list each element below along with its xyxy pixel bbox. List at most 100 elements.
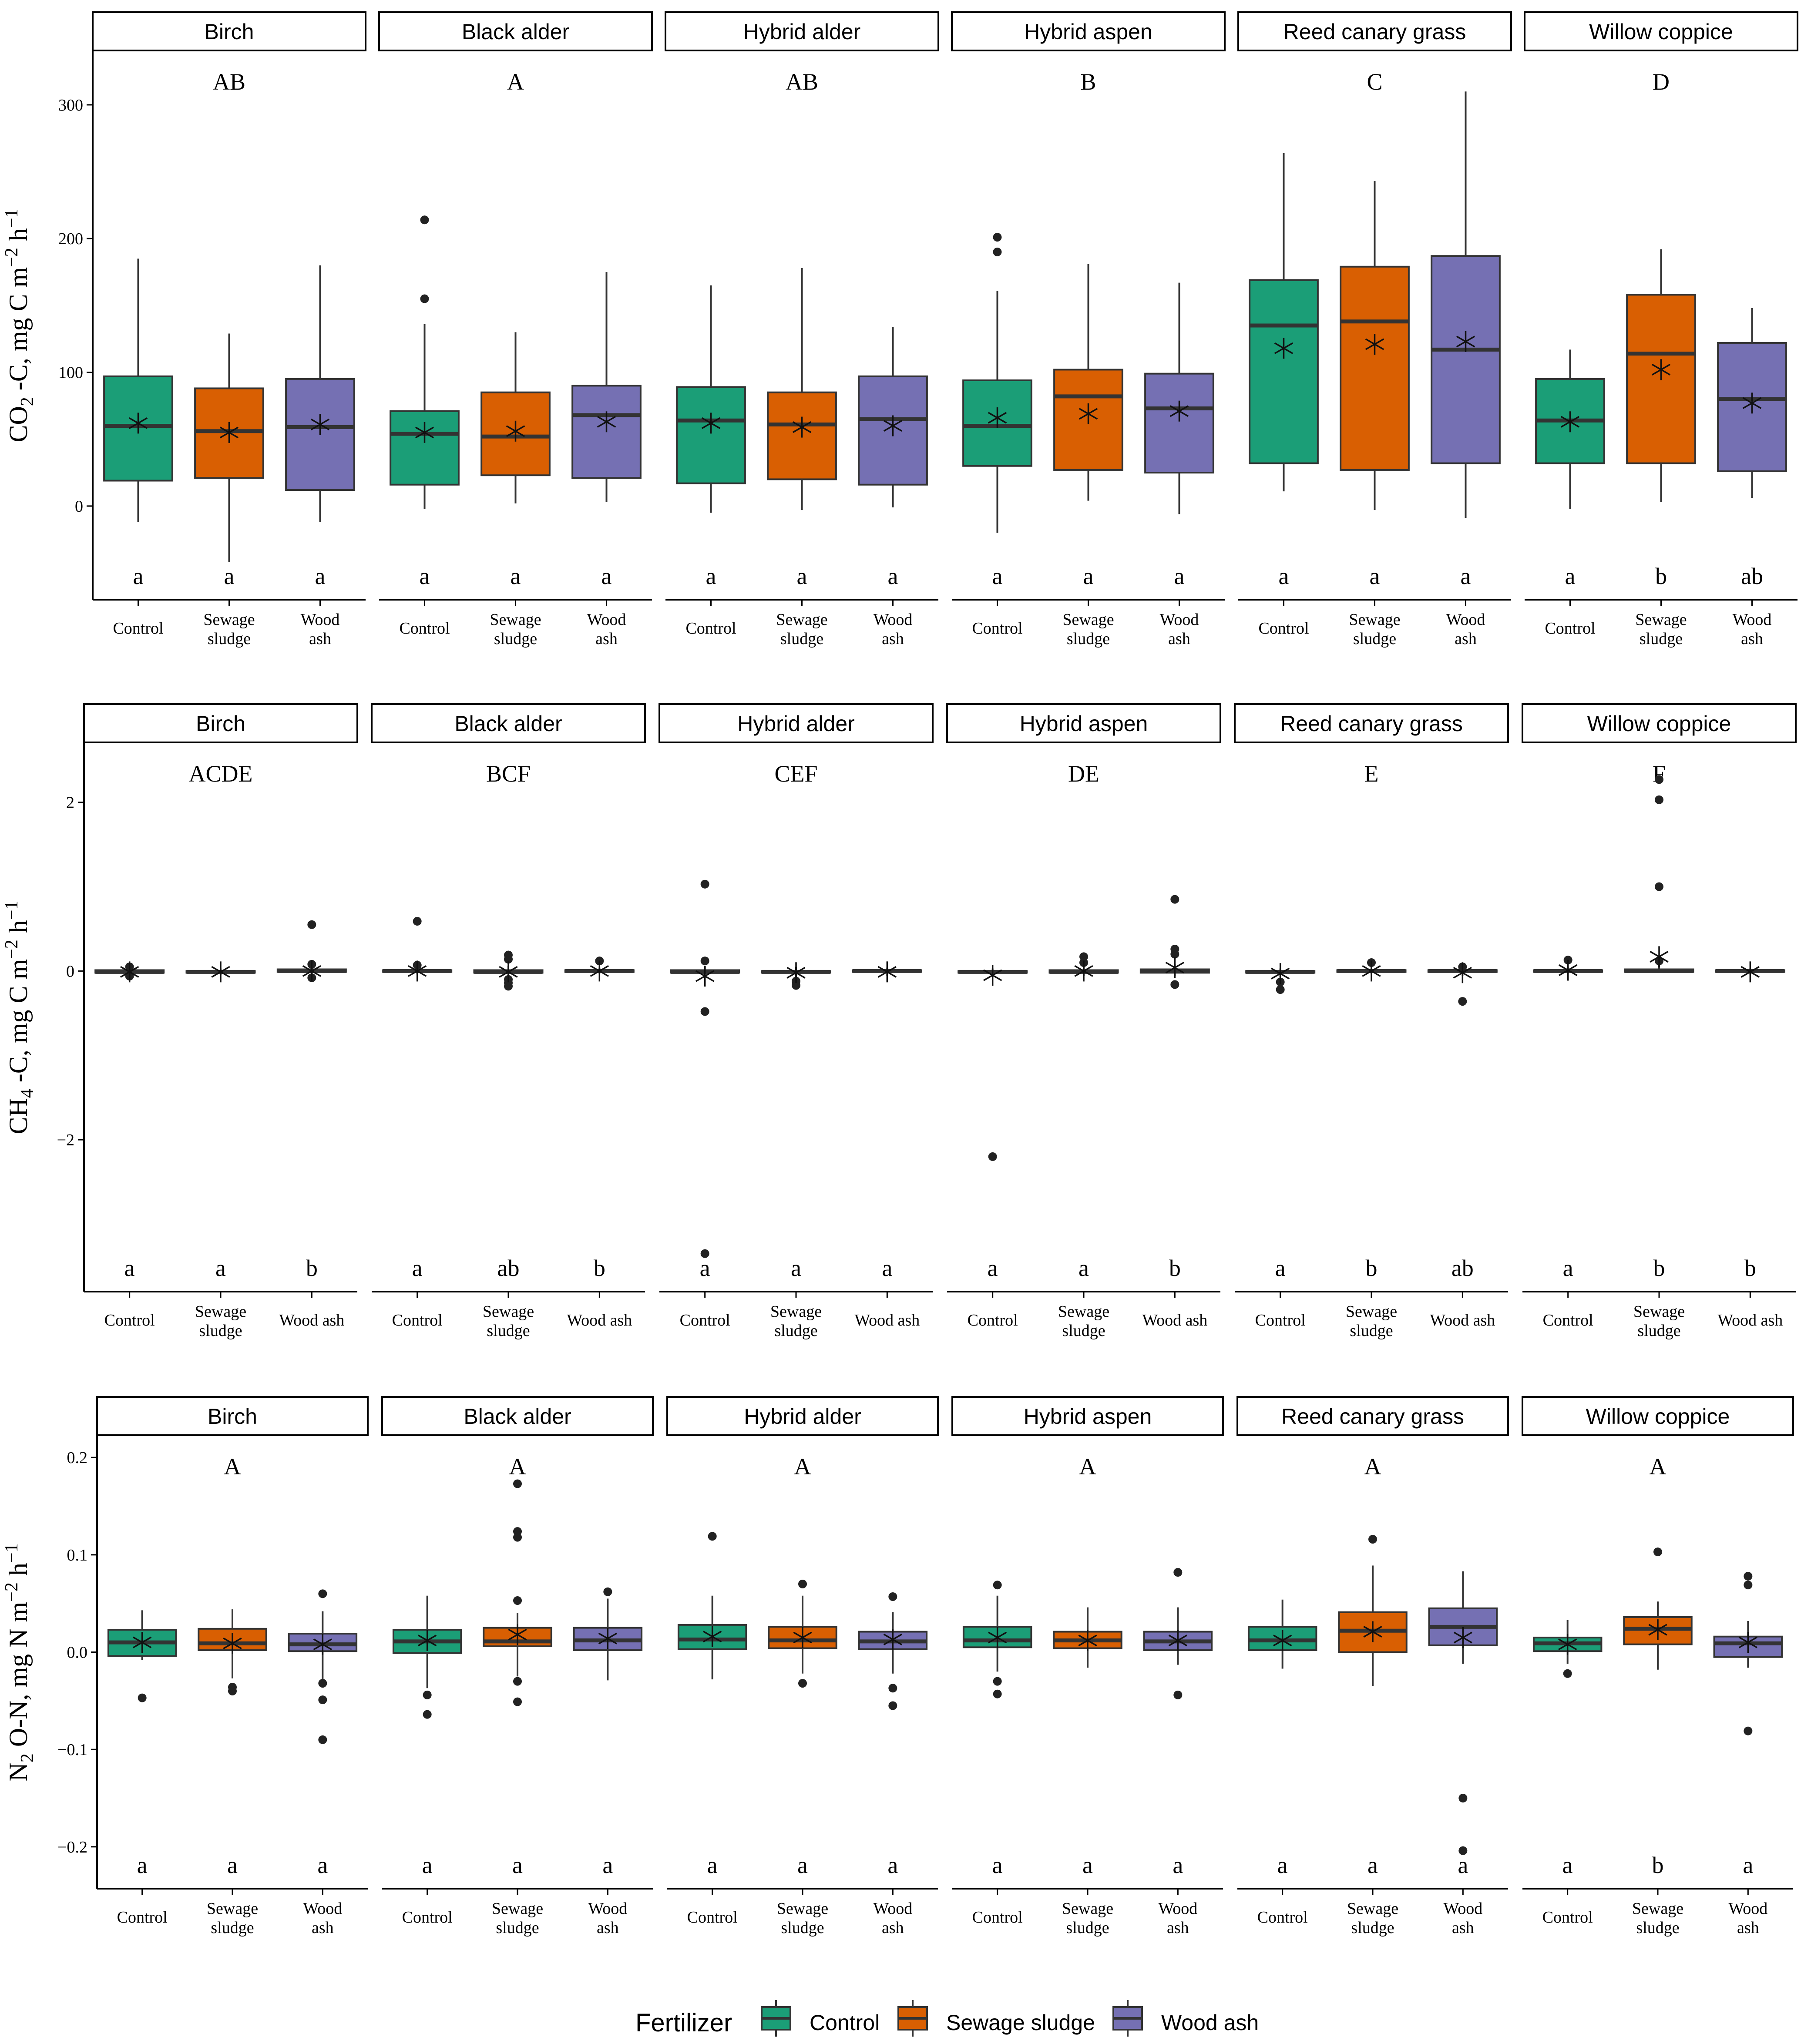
mean-marker: [793, 1627, 812, 1648]
box-control: a Control: [1532, 1620, 1603, 1927]
facet-strip-label: Hybrid alder: [737, 712, 855, 736]
outlier-point: [700, 879, 709, 889]
group-letter: B: [1080, 69, 1096, 95]
mean-marker-stroke: [1650, 950, 1669, 963]
box-control: a Control: [1249, 153, 1319, 638]
facet-strip-label: Hybrid aspen: [1020, 712, 1148, 736]
box-control: a Control: [94, 961, 165, 1329]
outlier-point: [993, 1689, 1002, 1698]
mean-marker-stroke: [219, 426, 239, 439]
x-tick-label: Sewage: [777, 1900, 828, 1918]
legend: Fertilizer Control Sewage sludge Wood as…: [635, 2000, 1259, 2037]
significance-letter: a: [791, 1255, 801, 1281]
legend-label-control: Control: [810, 2010, 880, 2035]
mean-marker: [1273, 1630, 1292, 1651]
mean-marker-stroke: [1169, 405, 1189, 417]
facet-strip: [951, 11, 1226, 51]
mean-marker-stroke: [1558, 1638, 1577, 1651]
outlier-point: [1744, 1726, 1753, 1735]
x-tick-label: sludge: [1066, 1919, 1109, 1937]
x-tick-label: sludge: [781, 1919, 824, 1937]
x-tick-label: Control: [1255, 1311, 1306, 1329]
x-tick-label: Control: [1542, 1908, 1593, 1927]
x-tick-label: Wood: [1160, 611, 1199, 629]
outlier-point: [888, 1684, 897, 1693]
facet-strip: [1236, 1396, 1509, 1436]
significance-letter: a: [1370, 563, 1380, 589]
group-letter: A: [507, 69, 524, 95]
mean-marker: [988, 407, 1007, 429]
mean-marker: [211, 961, 230, 983]
facet-strip: [83, 703, 358, 743]
x-tick-label: Sewage: [195, 1302, 246, 1321]
significance-letter: a: [602, 1852, 613, 1878]
box-wood-ash: ab Wood ash: [1427, 962, 1498, 1329]
mean-marker-stroke: [1168, 1635, 1187, 1647]
box-control: a Control: [1535, 349, 1605, 638]
x-tick-label: Wood ash: [279, 1311, 344, 1329]
facet-strip-label: Birch: [205, 20, 254, 44]
x-tick-label: Wood: [301, 611, 340, 629]
x-tick-label: sludge: [496, 1919, 539, 1937]
y-axis-title: N2 O-N, mg N m−2 h−1: [2, 1543, 37, 1781]
facet-strip: [96, 1396, 369, 1436]
significance-letter: a: [422, 1852, 433, 1878]
outlier-point: [1655, 795, 1663, 804]
significance-letter: a: [137, 1852, 148, 1878]
y-axis-title: CO2 -C, mg C m−2 h−1: [2, 208, 37, 442]
outlier-point: [700, 1249, 709, 1258]
outlier-point: [504, 982, 513, 991]
mean-marker: [1740, 961, 1760, 983]
mean-marker: [1560, 411, 1580, 433]
significance-letter: a: [1083, 563, 1094, 589]
x-tick-label: Sewage: [776, 611, 827, 629]
mean-marker-stroke: [302, 965, 321, 977]
mean-marker-stroke: [786, 967, 806, 979]
outlier-point: [513, 1697, 522, 1706]
mean-marker: [1559, 960, 1578, 981]
mean-marker: [1271, 963, 1290, 984]
x-tick-label: sludge: [1350, 1322, 1393, 1340]
mean-marker: [1274, 338, 1294, 359]
mean-marker: [1074, 960, 1093, 982]
x-tick-label: Sewage: [1347, 1900, 1398, 1918]
mean-marker-stroke: [792, 421, 812, 433]
mean-marker: [877, 961, 897, 983]
significance-letter: a: [706, 563, 716, 589]
mean-marker: [883, 415, 903, 436]
mean-marker: [499, 961, 518, 983]
significance-letter: a: [601, 563, 612, 589]
mean-marker-stroke: [988, 412, 1007, 424]
legend-entry-sewage-sludge: Sewage sludge: [897, 2000, 1095, 2037]
facet-strip-label: Hybrid alder: [744, 1404, 861, 1429]
mean-marker: [418, 1630, 437, 1651]
group-letter: A: [1650, 1453, 1667, 1480]
significance-letter: a: [511, 563, 521, 589]
x-tick-label: Control: [1257, 1908, 1308, 1927]
mean-marker-stroke: [128, 417, 148, 429]
mean-marker-stroke: [701, 417, 721, 429]
panel-reed-canary-grass: Reed canary grassAaControlaSewagesludgea…: [1236, 1396, 1509, 1937]
outlier-point: [420, 294, 429, 303]
outlier-point: [1368, 1535, 1377, 1544]
mean-marker-stroke: [506, 425, 525, 437]
panel-reed-canary-grass: Reed canary grassCaControlaSewagesludgea…: [1237, 11, 1512, 648]
x-tick-label: Wood: [587, 611, 626, 629]
box-control: a Control: [1245, 963, 1316, 1329]
mean-marker-stroke: [883, 1633, 902, 1645]
y-axis-title-sub1: 4: [17, 1089, 37, 1098]
significance-letter: a: [1082, 1852, 1093, 1878]
group-letter: D: [1653, 69, 1670, 95]
outlier-point: [993, 1677, 1002, 1686]
panel-birch: Birch −0.2 −0.1 0.0 0.1 0.2 Aa Control a Sewagesl…: [57, 1396, 369, 1937]
outlier-point: [888, 1701, 897, 1710]
outlier-point: [318, 1589, 327, 1598]
